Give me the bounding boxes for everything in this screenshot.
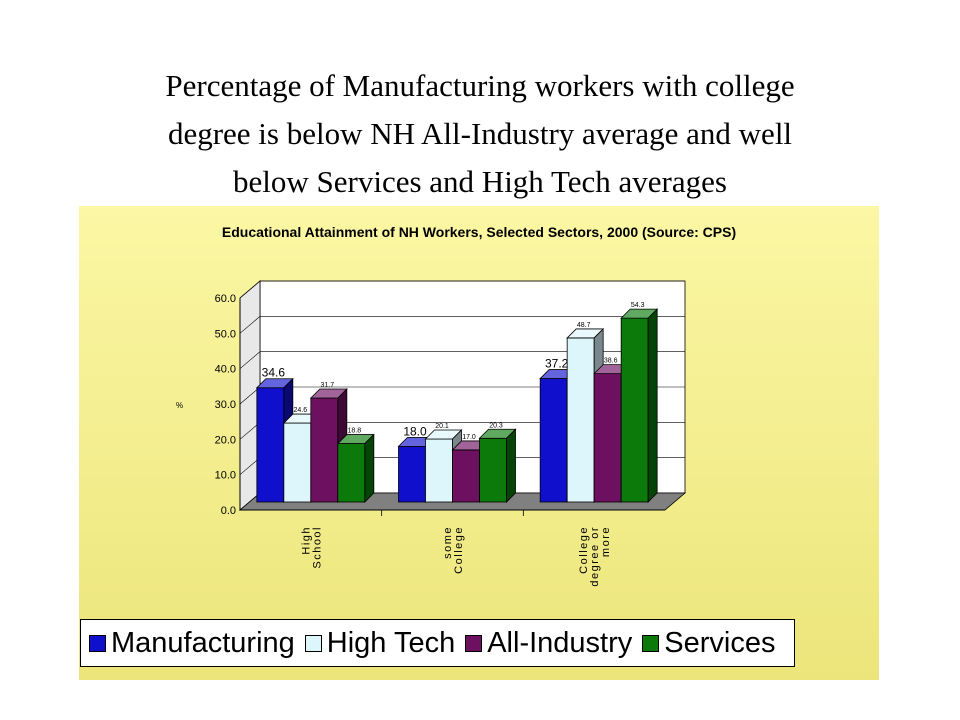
x-tick-label-line: School	[311, 526, 323, 569]
chart-title: Educational Attainment of NH Workers, Se…	[221, 224, 737, 240]
data-label: 20.3	[489, 422, 503, 429]
data-label: 18.0	[403, 424, 427, 438]
legend-swatch	[89, 634, 106, 652]
legend-label: High Tech	[326, 626, 456, 659]
legend-swatch	[465, 634, 483, 652]
legend-item: Manufacturing	[89, 627, 295, 660]
legend-item: Services	[642, 627, 775, 660]
data-label: 31.7	[321, 382, 335, 389]
data-label: 38.6	[604, 358, 618, 365]
gridline	[239, 351, 685, 369]
bar-all-industry-1	[452, 449, 480, 503]
legend-swatch	[642, 634, 660, 652]
x-tick-label: High School	[300, 526, 323, 569]
y-tick-label: 60.0	[215, 293, 236, 305]
legend-item: High Tech	[304, 626, 456, 660]
data-label: 54.3	[631, 302, 645, 309]
bar-high-tech-0	[283, 422, 312, 503]
y-tick-label: 50.0	[215, 328, 236, 340]
gridline	[239, 316, 685, 334]
slide-title-line: Percentage of Manufacturing workers with…	[165, 68, 795, 103]
x-tick-label-line: more	[600, 526, 612, 557]
legend-item: All-Industry	[465, 627, 632, 660]
x-tick-label: College degree or more	[578, 526, 612, 587]
x-tick-label-line: High	[300, 526, 312, 555]
y-axis-label: %	[176, 401, 183, 410]
bar-high-tech-1	[425, 438, 453, 503]
data-label: 18.8	[348, 428, 362, 435]
legend-swatch	[304, 634, 322, 652]
data-label: 34.6	[262, 366, 286, 380]
y-tick-label: 10.0	[215, 470, 236, 482]
x-tick-label: some College	[442, 526, 465, 574]
data-label: 24.6	[294, 407, 308, 414]
bar-services-1	[479, 437, 507, 503]
legend: Manufacturing High Tech All-Industry Servic…	[80, 619, 795, 667]
x-tick-label-line: degree or	[589, 526, 601, 587]
bar-side	[364, 433, 375, 503]
bar-side	[506, 428, 516, 503]
chart-bars	[255, 308, 659, 503]
chart-axis-labels: 0.0 10.0 20.0 30.0 40.0 50.0 60.0% 34.6 24.6 31.7…	[176, 293, 665, 587]
data-label: 17.0	[462, 434, 476, 441]
x-tick-label-line: College	[578, 526, 590, 574]
slide-title-line: degree is below NH All-Industry average …	[167, 116, 793, 151]
legend-label: Manufacturing	[111, 626, 295, 659]
gridline	[239, 280, 685, 299]
slide-title-line: below Services and High Tech averages	[233, 164, 727, 199]
bar-all-industry-0	[310, 397, 339, 503]
y-tick-label: 30.0	[215, 399, 236, 411]
x-tick-label-line: College	[453, 526, 465, 574]
bar-manufacturing-2	[539, 378, 568, 503]
legend-label: Services	[664, 626, 776, 659]
data-label: 48.7	[577, 322, 591, 329]
bar-services-2	[620, 317, 649, 503]
x-tick-label-line: some	[442, 526, 454, 559]
bar-manufacturing-1	[398, 445, 426, 503]
y-tick-label: 40.0	[215, 364, 236, 376]
bar-all-industry-2	[593, 373, 622, 503]
bar-services-0	[337, 443, 366, 503]
bar-side	[647, 308, 658, 503]
data-label: 37.2	[545, 357, 569, 371]
bar-manufacturing-0	[256, 387, 285, 503]
bar-high-tech-2	[566, 337, 595, 503]
y-tick-label: 0.0	[221, 505, 236, 517]
data-label: 20.1	[435, 423, 449, 430]
slide-title: Percentage of Manufacturing workers with…	[60, 62, 900, 206]
y-tick-label: 20.0	[215, 434, 236, 446]
legend-label: All-Industry	[487, 626, 633, 659]
